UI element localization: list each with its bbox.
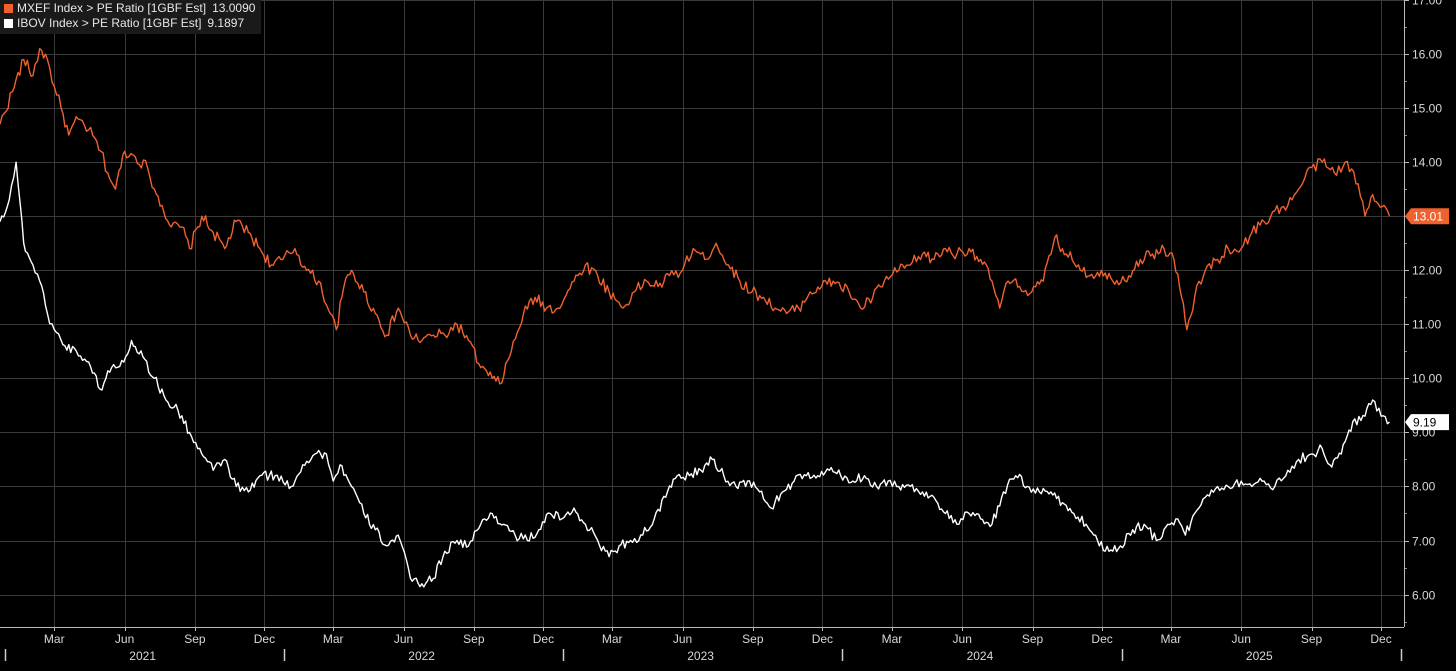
series-line-mxef [0, 47, 1391, 385]
legend-label-mxef: MXEF Index > PE Ratio [1GBF Est] [17, 1, 207, 15]
last-value-tag-bg [1405, 208, 1449, 225]
x-tick-label: Dec [812, 632, 833, 646]
x-tick-label: Sep [1022, 632, 1044, 646]
grid [0, 0, 1404, 627]
last-value-label: 9.19 [1413, 416, 1437, 430]
y-tick-label: 6.00 [1412, 589, 1436, 603]
last-value-tag-bg [1405, 414, 1449, 431]
legend-value-mxef: 13.0090 [212, 1, 256, 15]
y-tick-label: 7.00 [1412, 535, 1436, 549]
x-tick-label: Dec [254, 632, 275, 646]
x-tick-label: Jun [1232, 632, 1251, 646]
x-tick-label: Sep [184, 632, 206, 646]
y-tick-label: 10.00 [1412, 372, 1442, 386]
year-label: 2024 [967, 649, 994, 663]
x-axis: Mar Jun Sep Dec Mar Jun Sep Dec Mar Jun Sep Dec Mar J… [0, 627, 1404, 663]
x-tick-label: Sep [742, 632, 764, 646]
legend-swatch-ibov [4, 19, 13, 28]
y-tick-label: 17.00 [1412, 0, 1442, 8]
year-label: 2022 [408, 649, 435, 663]
x-tick-label: Jun [953, 632, 972, 646]
x-tick-label: Mar [602, 632, 623, 646]
year-label: 2025 [1246, 649, 1273, 663]
legend-item-ibov: IBOV Index > PE Ratio [1GBF Est] 9.1897 [4, 16, 255, 31]
last-value-tag-ibov: 9.19 [1405, 414, 1449, 431]
x-tick-label: Jun [394, 632, 413, 646]
y-tick-label: 8.00 [1412, 480, 1436, 494]
y-tick-label: 12.00 [1412, 264, 1442, 278]
last-value-label: 13.01 [1413, 210, 1443, 224]
legend-value-ibov: 9.1897 [207, 16, 245, 30]
legend-item-mxef: MXEF Index > PE Ratio [1GBF Est] 13.0090 [4, 1, 255, 16]
year-label: 2023 [687, 649, 714, 663]
y-axis: 6.007.008.009.0010.0011.0012.0013.0014.0… [1404, 0, 1449, 627]
y-tick-label: 11.00 [1412, 318, 1441, 332]
last-value-tag-mxef: 13.01 [1405, 208, 1449, 225]
x-tick-label: Sep [1301, 632, 1323, 646]
x-tick-label: Dec [533, 632, 554, 646]
legend: MXEF Index > PE Ratio [1GBF Est] 13.0090… [0, 0, 262, 34]
y-tick-label: 16.00 [1412, 48, 1442, 62]
series-line-ibov [0, 161, 1390, 588]
x-tick-label: Sep [463, 632, 485, 646]
x-tick-label: Jun [673, 632, 692, 646]
y-tick-label: 15.00 [1412, 102, 1442, 116]
x-tick-label: Jun [115, 632, 134, 646]
x-tick-label: Dec [1370, 632, 1391, 646]
x-tick-label: Mar [882, 632, 903, 646]
legend-swatch-mxef [4, 4, 13, 13]
x-tick-label: Mar [44, 632, 65, 646]
legend-label-ibov: IBOV Index > PE Ratio [1GBF Est] [17, 16, 202, 30]
y-tick-label: 14.00 [1412, 156, 1442, 170]
x-tick-label: Mar [323, 632, 344, 646]
x-tick-label: Dec [1091, 632, 1112, 646]
series-lines [0, 47, 1391, 588]
year-label: 2021 [129, 649, 156, 663]
x-tick-label: Mar [1161, 632, 1182, 646]
